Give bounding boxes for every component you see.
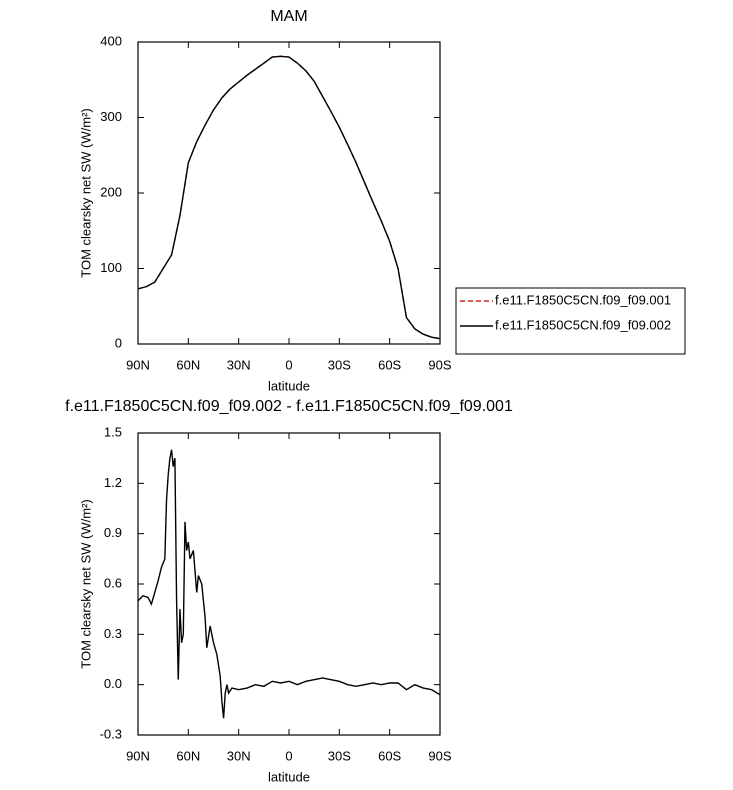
y-tick-label: 100 [100,260,122,275]
y-tick-label: 0.9 [104,525,122,540]
y-tick-label: 0 [115,335,122,350]
y-tick-label: 400 [100,33,122,48]
y-tick-label: -0.3 [100,726,122,741]
x-tick-label: 90N [126,748,150,763]
x-tick-label: 60N [176,748,200,763]
y-axis-label: TOM clearsky net SW (W/m²) [78,499,93,668]
x-tick-label: 0 [285,748,292,763]
plot-frame [137,432,441,736]
data-line [137,449,441,719]
legend-box [455,287,686,355]
y-tick-label: 0.6 [104,575,122,590]
x-tick-label: 90S [428,357,451,372]
x-tick-label: 30N [227,357,251,372]
y-tick-label: 0.3 [104,626,122,641]
x-axis-label: latitude [268,769,310,784]
x-tick-label: 0 [285,357,292,372]
y-tick-label: 0.0 [104,676,122,691]
legend-label: f.e11.F1850C5CN.f09_f09.001 [495,292,671,307]
x-tick-label: 90S [428,748,451,763]
x-tick-label: 30N [227,748,251,763]
y-axis-label: TOM clearsky net SW (W/m²) [78,108,93,277]
chart-title: f.e11.F1850C5CN.f09_f09.002 - f.e11.F185… [65,398,513,415]
x-tick-label: 30S [328,357,351,372]
y-tick-label: 1.2 [104,475,122,490]
legend-label: f.e11.F1850C5CN.f09_f09.002 [495,317,671,332]
x-axis-label: latitude [268,378,310,393]
y-tick-label: 300 [100,109,122,124]
x-tick-label: 90N [126,357,150,372]
plot-frame [137,41,441,345]
x-tick-label: 30S [328,748,351,763]
x-tick-label: 60N [176,357,200,372]
data-line [137,55,441,340]
y-tick-label: 200 [100,184,122,199]
x-tick-label: 60S [378,357,401,372]
x-tick-label: 60S [378,748,401,763]
y-tick-label: 1.5 [104,424,122,439]
chart-title: MAM [270,8,307,25]
